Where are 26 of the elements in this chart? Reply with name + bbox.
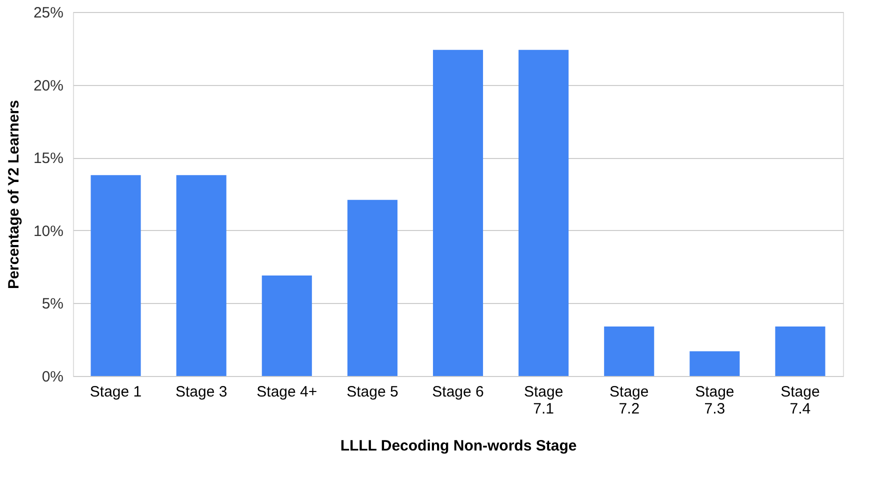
x-tick-label: Stage 7.1 — [524, 384, 564, 418]
x-tick-label: Stage 5 — [346, 384, 398, 400]
x-tick-label: Stage 7.2 — [610, 384, 649, 418]
x-axis-title: LLLL Decoding Non-words Stage — [340, 438, 577, 454]
x-tick-label: Stage 1 — [90, 384, 142, 400]
y-tick-label: 0% — [42, 368, 64, 386]
bar — [262, 276, 312, 376]
y-tick-label: 10% — [33, 222, 64, 240]
x-tick-label: Stage 7.4 — [780, 384, 820, 418]
bar — [518, 50, 569, 376]
y-tick-label: 20% — [33, 77, 64, 94]
bar — [690, 351, 740, 376]
bar — [347, 200, 398, 376]
bar — [604, 326, 654, 376]
y-tick-label: 25% — [33, 4, 64, 22]
x-tick-label: Stage 7.3 — [695, 384, 734, 418]
y-tick-label: 5% — [42, 296, 64, 313]
bar — [432, 50, 484, 376]
y-tick-label: 15% — [33, 150, 64, 168]
bar — [90, 175, 141, 376]
x-tick-label: Stage 6 — [432, 384, 484, 400]
y-axis-title: Percentage of Y2 Learners — [5, 100, 22, 289]
bar — [176, 175, 226, 376]
x-tick-label: Stage 4+ — [256, 384, 318, 400]
bar — [775, 326, 826, 376]
x-tick-label: Stage 3 — [175, 384, 228, 400]
